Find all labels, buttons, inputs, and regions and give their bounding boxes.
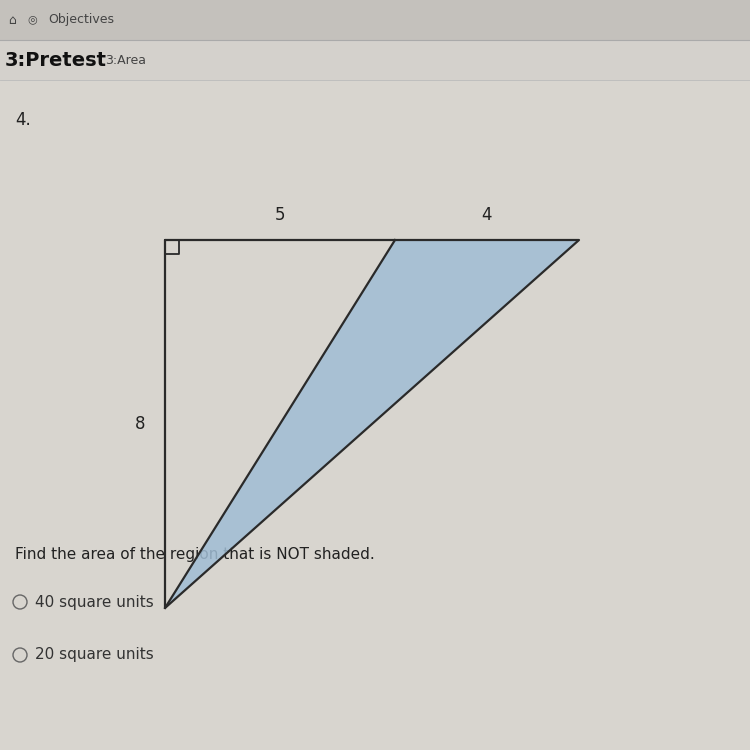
FancyBboxPatch shape [0, 0, 750, 40]
Text: 5: 5 [274, 206, 285, 224]
Polygon shape [165, 240, 579, 608]
Text: Find the area of the region that is NOT shaded.: Find the area of the region that is NOT … [15, 548, 375, 562]
Text: ◎: ◎ [27, 14, 37, 24]
Text: 4.: 4. [15, 111, 31, 129]
Text: 3:Area: 3:Area [105, 53, 146, 67]
Text: 40 square units: 40 square units [35, 595, 154, 610]
Circle shape [13, 595, 27, 609]
Text: ⌂: ⌂ [8, 13, 16, 26]
Text: 20 square units: 20 square units [35, 647, 154, 662]
FancyBboxPatch shape [0, 40, 750, 80]
Text: Objectives: Objectives [48, 13, 114, 26]
Text: 8: 8 [134, 415, 145, 433]
FancyBboxPatch shape [262, 0, 750, 413]
Text: 3:Pretest: 3:Pretest [5, 50, 107, 70]
Text: 4: 4 [482, 206, 492, 224]
Circle shape [13, 648, 27, 662]
FancyBboxPatch shape [0, 80, 750, 750]
